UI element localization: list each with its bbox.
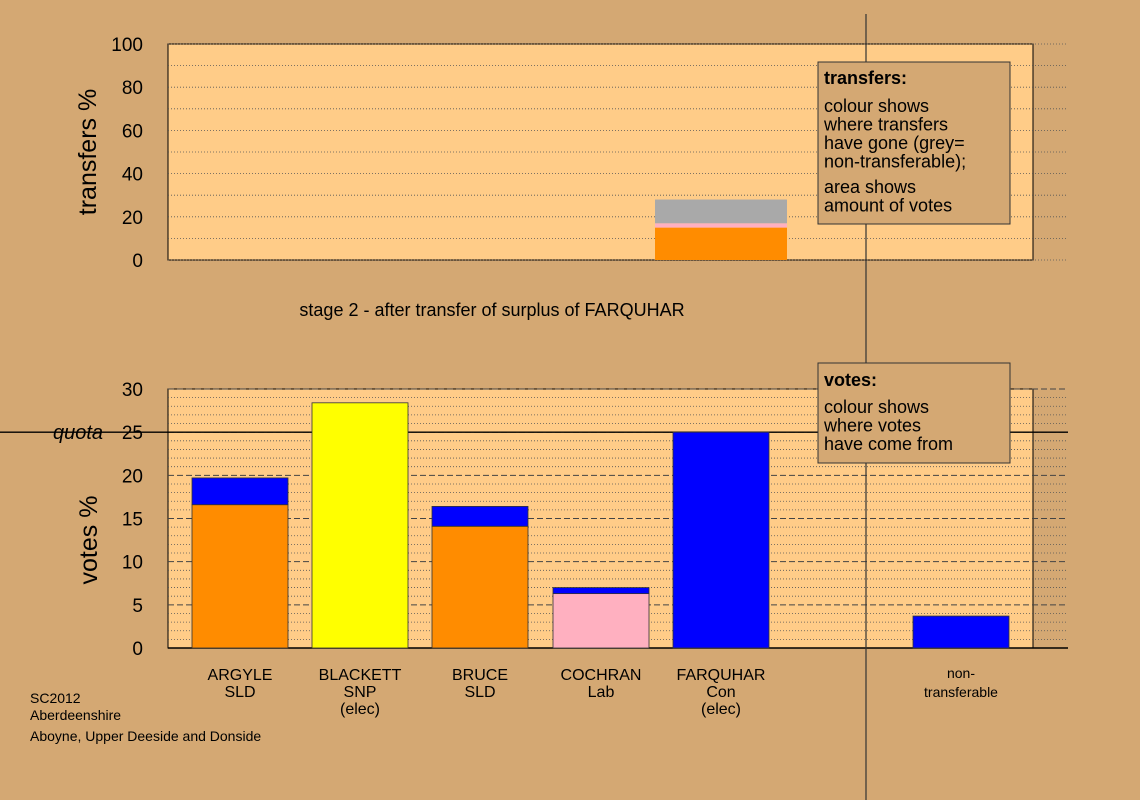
transfers-legend-text: area shows xyxy=(824,177,916,197)
category-label: FARQUHAR xyxy=(677,667,766,684)
category-label: SLD xyxy=(224,684,255,701)
transfers-legend-text: non-transferable); xyxy=(824,152,966,172)
category-label: transferable xyxy=(924,684,998,700)
category-label: Con xyxy=(706,684,735,701)
transfers-y-axis-label: transfers % xyxy=(74,89,102,215)
category-label: (elec) xyxy=(701,701,741,718)
vote-bar-segment-blue xyxy=(552,587,650,595)
transfer-bar-segment-pink xyxy=(655,223,787,228)
votes-y-tick-label: 10 xyxy=(122,553,143,574)
transfers-y-tick-label: 40 xyxy=(122,165,143,186)
transfer-bar-segment-orange xyxy=(655,227,787,260)
footer-ward: Aboyne, Upper Deeside and Donside xyxy=(30,728,261,744)
transfers-y-tick-label: 0 xyxy=(132,251,143,272)
votes-y-tick-label: 0 xyxy=(132,639,143,660)
votes-y-tick-label: 25 xyxy=(122,423,143,444)
footer-region: Aberdeenshire xyxy=(30,707,121,723)
category-label: SLD xyxy=(464,684,495,701)
category-label: BLACKETT xyxy=(319,667,402,684)
votes-y-tick-label: 20 xyxy=(122,466,143,487)
category-label: BRUCE xyxy=(452,667,508,684)
vote-bar-segment-yellow xyxy=(311,402,409,649)
footer-code: SC2012 xyxy=(30,690,81,706)
category-label: COCHRAN xyxy=(561,667,642,684)
transfers-legend-box xyxy=(817,61,1011,225)
category-label: ARGYLE xyxy=(208,667,273,684)
transfers-legend-text: amount of votes xyxy=(824,196,952,216)
votes-y-axis-label: votes % xyxy=(75,496,103,585)
votes-legend-text: have come from xyxy=(824,434,953,454)
quota-label: quota xyxy=(53,422,103,444)
votes-legend-text: colour shows xyxy=(824,397,929,417)
category-label: non- xyxy=(947,665,975,681)
vote-bar-segment-blue xyxy=(912,615,1010,649)
transfer-bar-segment-grey xyxy=(655,199,787,224)
vote-bar-segment-blue xyxy=(191,477,289,506)
vote-bar-segment-orange xyxy=(431,525,529,649)
category-label: SNP xyxy=(344,684,377,701)
transfers-y-tick-label: 100 xyxy=(111,35,143,56)
votes-legend-text: where votes xyxy=(823,416,921,436)
vote-bar-segment-pink xyxy=(552,593,650,649)
category-label: Lab xyxy=(588,684,615,701)
transfers-legend-text: have gone (grey= xyxy=(824,133,965,153)
transfers-legend-text: colour shows xyxy=(824,96,929,116)
vote-bar-segment-blue xyxy=(431,506,529,527)
stage-caption: stage 2 - after transfer of surplus of F… xyxy=(299,300,684,320)
transfers-y-tick-label: 80 xyxy=(122,78,143,99)
votes-legend-box xyxy=(817,362,1011,464)
transfers-y-tick-label: 60 xyxy=(122,121,143,142)
transfers-legend-title: transfers: xyxy=(824,68,907,88)
transfers-y-tick-label: 20 xyxy=(122,208,143,229)
transfers-legend-text: where transfers xyxy=(823,115,948,135)
votes-y-tick-label: 15 xyxy=(122,510,143,531)
vote-bar-segment-orange xyxy=(191,504,289,649)
votes-y-tick-label: 30 xyxy=(122,380,143,401)
votes-legend-title: votes: xyxy=(824,370,877,390)
vote-bar-segment-blue xyxy=(672,431,770,649)
category-label: (elec) xyxy=(340,701,380,718)
votes-y-tick-label: 5 xyxy=(132,596,143,617)
